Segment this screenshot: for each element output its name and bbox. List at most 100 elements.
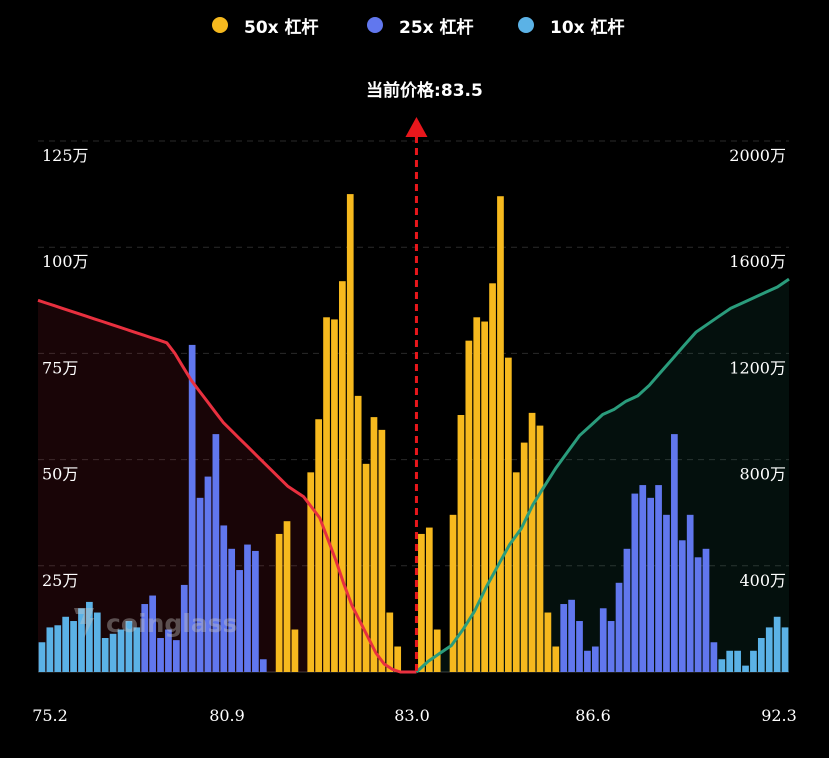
bar: [449, 514, 457, 672]
bar: [109, 633, 117, 672]
bar: [212, 434, 220, 672]
bar: [512, 472, 520, 672]
bar: [765, 627, 773, 672]
bar: [710, 642, 718, 672]
legend-dot-25x-icon: [367, 17, 383, 33]
bar: [291, 629, 299, 672]
bar: [259, 659, 267, 672]
x-tick-label: 75.2: [32, 706, 68, 725]
bar: [536, 425, 544, 672]
bar: [655, 485, 662, 672]
bar: [70, 621, 77, 672]
bar: [726, 650, 734, 672]
bar: [607, 621, 615, 672]
bar: [481, 321, 488, 672]
bar: [694, 557, 702, 672]
x-tick-label: 80.9: [209, 706, 245, 725]
legend-dot-10x-icon: [518, 17, 534, 33]
bar: [196, 497, 204, 672]
bar: [623, 548, 631, 672]
bar: [718, 659, 726, 672]
bar: [418, 533, 425, 672]
bar: [346, 194, 354, 672]
bar: [505, 357, 512, 672]
current-price-label: 当前价格:83.5: [366, 80, 483, 101]
bar: [757, 638, 765, 672]
bar: [465, 340, 473, 672]
bar: [125, 621, 133, 672]
bar: [172, 640, 180, 672]
bar: [362, 463, 370, 672]
bar: [370, 417, 378, 672]
bar: [750, 650, 757, 672]
bar: [252, 550, 259, 672]
bar: [180, 584, 188, 672]
bar: [584, 650, 591, 672]
bar: [228, 548, 236, 672]
bar: [615, 582, 623, 672]
bar: [54, 625, 62, 672]
bar: [101, 638, 109, 672]
bar: [734, 650, 741, 672]
bar: [702, 548, 710, 672]
bar: [283, 521, 291, 672]
left-tick-label: 100万: [42, 252, 89, 271]
x-tick-label: 86.6: [575, 706, 611, 725]
bar: [497, 196, 504, 672]
bar: [378, 429, 386, 672]
right-axis-ticks: 400万 800万 1200万 1600万 2000万: [729, 146, 786, 590]
right-tick-label: 1600万: [729, 252, 786, 271]
bar: [520, 442, 528, 672]
bar: [473, 317, 481, 672]
bar: [188, 344, 196, 672]
right-tick-label: 400万: [739, 571, 786, 590]
bar: [141, 604, 149, 672]
short-cumulative-line: [37, 298, 417, 674]
legend-dot-50x-icon: [212, 17, 228, 33]
x-tick-label: 83.0: [394, 706, 430, 725]
bar: [204, 476, 212, 672]
left-tick-label: 75万: [42, 358, 78, 377]
bar: [671, 434, 678, 672]
bar: [544, 612, 552, 672]
legend-item-50x[interactable]: 50x 杠杆: [212, 10, 319, 40]
x-tick-label: 92.3: [761, 706, 797, 725]
bar: [631, 493, 639, 672]
left-tick-label: 25万: [42, 571, 78, 590]
bar: [528, 412, 536, 672]
bar: [773, 616, 781, 672]
left-tick-label: 50万: [42, 465, 78, 484]
bar: [489, 283, 496, 672]
bar: [157, 638, 164, 672]
bar: [639, 485, 647, 672]
current-price-marker: 当前价格:83.5: [366, 80, 483, 672]
watermark: coinglass: [70, 606, 237, 640]
bar: [236, 570, 243, 672]
bar: [331, 319, 338, 672]
legend-item-10x[interactable]: 10x 杠杆: [518, 10, 625, 40]
bar: [307, 472, 315, 672]
bar: [781, 627, 789, 672]
legend-item-25x[interactable]: 25x 杠杆: [367, 10, 474, 40]
bar: [552, 646, 560, 672]
bar-series: [38, 194, 789, 672]
x-axis-ticks: 75.2 80.9 83.0 86.6 92.3: [32, 706, 797, 725]
left-axis-ticks: 25万 50万 75万 100万 125万: [42, 146, 89, 590]
bar: [599, 608, 607, 672]
bar: [133, 627, 141, 672]
bar: [275, 533, 283, 672]
long-cumulative-line: [415, 277, 790, 674]
bar: [46, 627, 54, 672]
bar: [386, 612, 394, 672]
bar: [62, 616, 70, 672]
coinglass-logo-icon: [74, 608, 94, 638]
bar: [576, 621, 583, 672]
bar: [647, 497, 655, 672]
bar: [78, 608, 85, 672]
legend-label-10x: 10x 杠杆: [550, 17, 625, 38]
bar: [117, 629, 125, 672]
legend-label-25x: 25x 杠杆: [399, 17, 474, 38]
bar: [568, 599, 575, 672]
bar: [678, 540, 686, 672]
